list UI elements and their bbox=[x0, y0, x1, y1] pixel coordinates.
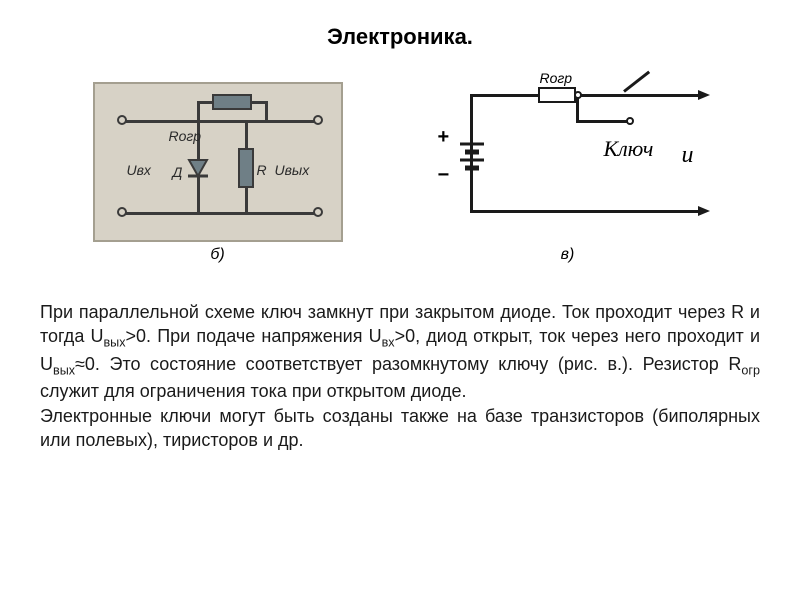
figures-row: Uвх Uвых Д R Rогр б) Rогр bbox=[40, 72, 760, 264]
label-uout: Uвых bbox=[275, 162, 310, 178]
p1-sub2: вх bbox=[382, 336, 395, 350]
arrow-icon bbox=[698, 206, 710, 216]
label-plus: + bbox=[438, 126, 450, 149]
label-d: Д bbox=[173, 164, 183, 180]
paragraph-2: Электронные ключи могут быть созданы так… bbox=[40, 404, 760, 453]
terminal-icon bbox=[313, 115, 323, 125]
diode-icon bbox=[185, 150, 211, 190]
resistor-rogr-icon bbox=[538, 87, 576, 103]
p1-t4: ≈0. Это состояние соответствует разомкну… bbox=[75, 354, 741, 374]
battery-icon bbox=[458, 134, 486, 174]
figure-b-caption: б) bbox=[210, 246, 224, 264]
label-r: R bbox=[257, 162, 267, 178]
label-rogr: Rогр bbox=[169, 128, 202, 144]
label-minus: − bbox=[438, 164, 450, 187]
resistor-rogr-icon bbox=[212, 94, 252, 110]
label-rogr-v: Rогр bbox=[540, 70, 573, 86]
figure-b-block: Uвх Uвых Д R Rогр б) bbox=[93, 82, 343, 264]
figure-b-schematic: Uвх Uвых Д R Rогр bbox=[93, 82, 343, 242]
figure-v-block: Rогр + − Ключ u в) bbox=[428, 72, 708, 264]
label-u: u bbox=[682, 142, 694, 169]
label-key: Ключ bbox=[604, 136, 654, 162]
p1-t2: >0. При подаче напряжения U bbox=[126, 326, 382, 346]
p1-t5: служит для ограничения тока при открытом… bbox=[40, 381, 466, 401]
terminal-icon bbox=[313, 207, 323, 217]
switch-pivot-icon bbox=[626, 117, 634, 125]
terminal-icon bbox=[117, 207, 127, 217]
switch-arm-icon bbox=[623, 71, 650, 93]
label-uin: Uвх bbox=[127, 162, 151, 178]
terminal-icon bbox=[117, 115, 127, 125]
p1-sub1: вых bbox=[103, 336, 125, 350]
p1-sub4: огр bbox=[741, 363, 760, 377]
paragraph-1: При параллельной схеме ключ замкнут при … bbox=[40, 300, 760, 404]
p1-sub3: вых bbox=[53, 363, 75, 377]
figure-v-schematic: Rогр + − Ключ u bbox=[428, 72, 708, 242]
resistor-r-icon bbox=[238, 148, 254, 188]
page-title: Электроника. bbox=[40, 24, 760, 50]
arrow-icon bbox=[698, 90, 710, 100]
figure-v-caption: в) bbox=[561, 246, 575, 264]
